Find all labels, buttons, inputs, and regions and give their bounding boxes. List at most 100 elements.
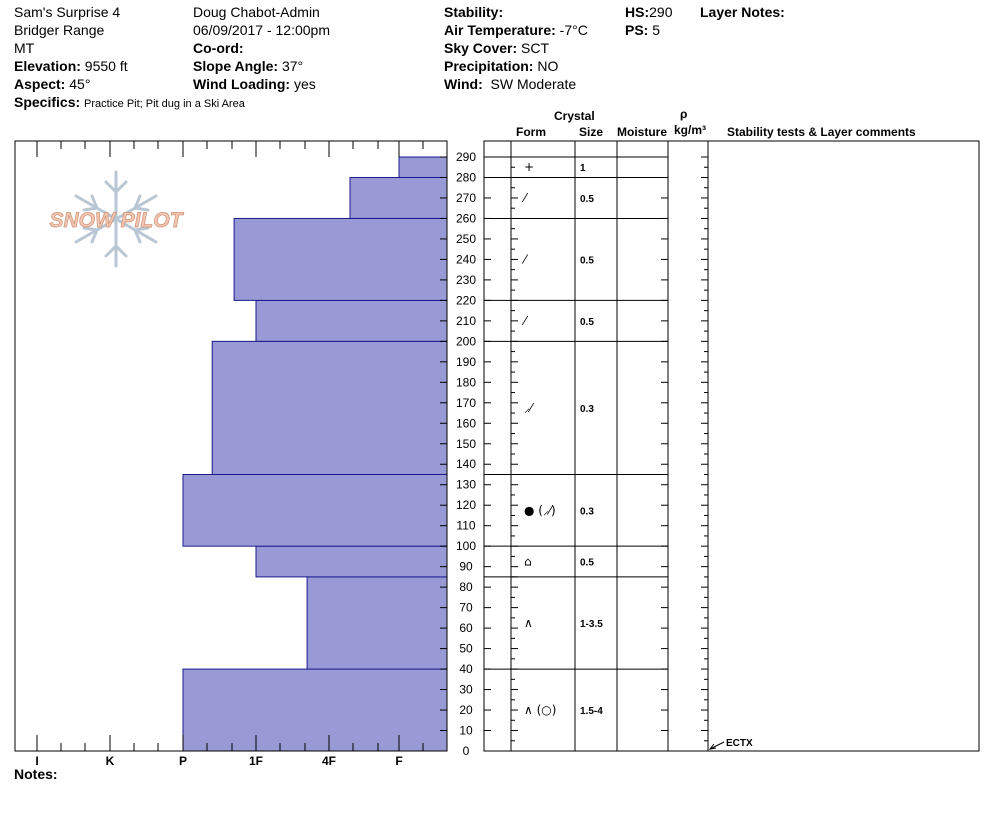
slope-angle: Slope Angle: 37° (193, 57, 303, 75)
height-tick-label: 270 (456, 191, 476, 205)
logo-text: SNOW PILOT (50, 209, 185, 232)
hardness-layer-bar (182, 668, 448, 752)
ps-label: PS: (625, 22, 649, 38)
col-moisture: Moisture (617, 125, 668, 139)
hardness-plot-frame (14, 140, 448, 752)
crystal-form: ⁄ (521, 252, 529, 266)
layer-notes-label: Layer Notes: (700, 4, 785, 20)
sky-value: SCT (521, 40, 550, 56)
height-tick-label: 90 (459, 560, 473, 574)
notes: Notes: (14, 765, 58, 783)
height-tick-label: 150 (456, 437, 476, 451)
crystal-size: 1 (580, 163, 586, 174)
height-tick-label: 110 (456, 519, 475, 533)
height-tick-label: 190 (456, 355, 476, 369)
hardness-layer-bar (398, 156, 448, 178)
crystal-size: 0.3 (580, 404, 594, 415)
col-form: Form (516, 125, 546, 139)
crystal-size: 1.5-4 (580, 706, 603, 717)
hardness-layer-bar (349, 176, 448, 219)
observation-datetime: 06/09/2017 - 12:00pm (193, 22, 330, 38)
col-rho: ρ (680, 107, 688, 121)
crystal-form: ⁄ (521, 314, 529, 328)
wind-loading-label: Wind Loading: (193, 76, 291, 92)
air-temp-label: Air Temperature: (444, 22, 556, 38)
crystal-size: 0.5 (580, 194, 594, 205)
stability-test-arrowhead (708, 743, 717, 750)
crystal-form: ∧ (524, 616, 533, 630)
precip-label: Precipitation: (444, 58, 534, 74)
height-tick-label: 140 (456, 457, 476, 471)
crystal-table: +1 ⁄ 0.5 ⁄ 0.5 ⁄ 0.5 ⸝⁄ 0.3 ● (⸝⁄) 0.3 ⌂ 0.5 ∧ 1-3.5 ∧ … (484, 156, 668, 717)
height-tick-label: 250 (456, 232, 476, 246)
table-frame (483, 140, 980, 752)
chart-frames (14, 140, 980, 752)
height-tick-label: 170 (456, 396, 476, 410)
height-tick-label: 160 (456, 416, 476, 430)
wind-loading-value: yes (293, 76, 316, 92)
height-tick-label: 60 (459, 621, 473, 635)
hardness-tick-labels: I K P 1F 4F F (35, 754, 402, 768)
slope-label: Slope Angle: (193, 58, 279, 74)
height-tick-label: 100 (456, 539, 476, 553)
stability-tests: ECTX (708, 738, 753, 750)
elevation-label: Elevation: (14, 58, 81, 74)
aspect-label: Aspect: (14, 76, 66, 92)
col-crystal: Crystal (554, 109, 595, 123)
height-tick-label: 30 (459, 683, 473, 697)
coordinates: Co-ord: (193, 39, 244, 57)
crystal-size: 0.3 (580, 506, 594, 517)
hardness-layer-bar (233, 217, 448, 301)
col-stability-comments: Stability tests & Layer comments (727, 125, 916, 139)
air-temperature: Air Temperature: -7°C (444, 21, 588, 39)
hardness-tick-label: P (179, 754, 187, 768)
height-tick-label: 240 (456, 252, 476, 266)
crystal-size: 0.5 (580, 255, 594, 266)
coord-label: Co-ord: (193, 40, 244, 56)
aspect: Aspect: 45° (14, 75, 90, 93)
crystal-form: ∧ (○) (524, 703, 556, 717)
crystal-form: + (524, 160, 534, 174)
height-tick-label: 50 (459, 642, 473, 656)
wind-label: Wind: (444, 76, 483, 92)
snowpilot-logo: SNOW PILOT (49, 170, 185, 268)
total-snow-depth: HS:290 (625, 3, 672, 21)
crystal-form: ⸝⁄ (524, 401, 535, 415)
crystal-form: ⌂ (524, 555, 532, 569)
notes-label: Notes: (14, 766, 58, 782)
hardness-tick-label: 1F (249, 754, 263, 768)
height-tick-label: 10 (459, 724, 473, 738)
height-tick-label: 210 (456, 314, 476, 328)
hardness-layer-bar (255, 545, 448, 578)
crystal-form: ● (⸝⁄) (524, 503, 556, 517)
slope-value: 37° (281, 58, 304, 74)
height-tick-label: 180 (456, 375, 476, 389)
precip-value: NO (537, 58, 559, 74)
hardness-tick-label: F (395, 754, 402, 768)
height-tick-label: 40 (459, 662, 473, 676)
mountain-range: Bridger Range (14, 22, 105, 38)
wind: Wind: SW Moderate (444, 75, 576, 93)
height-tick-label: 70 (459, 601, 473, 615)
height-tick-label: 20 (459, 703, 473, 717)
height-tick-label: 200 (456, 334, 476, 348)
elevation-value: 9550 ft (84, 58, 128, 74)
air-temp-value: -7°C (559, 22, 588, 38)
height-tick-label: 290 (456, 150, 476, 164)
height-tick-label: 130 (456, 478, 476, 492)
height-tick-label: 260 (456, 211, 476, 225)
hardness-layer-bar (182, 473, 448, 547)
specifics-value: Practice Pit; Pit dug in a Ski Area (84, 98, 245, 110)
wind-loading: Wind Loading: yes (193, 75, 316, 93)
crystal-size: 0.5 (580, 558, 594, 569)
precipitation: Precipitation: NO (444, 57, 558, 75)
height-tick-label: 120 (456, 498, 476, 512)
stability-test-label: ECTX (726, 738, 753, 749)
hardness-layer-bar (211, 340, 448, 475)
col-size: Size (579, 125, 604, 139)
stability: Stability: (444, 3, 503, 21)
hardness-layer-bar (306, 576, 448, 670)
height-tick-label: 0 (463, 744, 470, 758)
height-tick-label: 80 (459, 580, 473, 594)
